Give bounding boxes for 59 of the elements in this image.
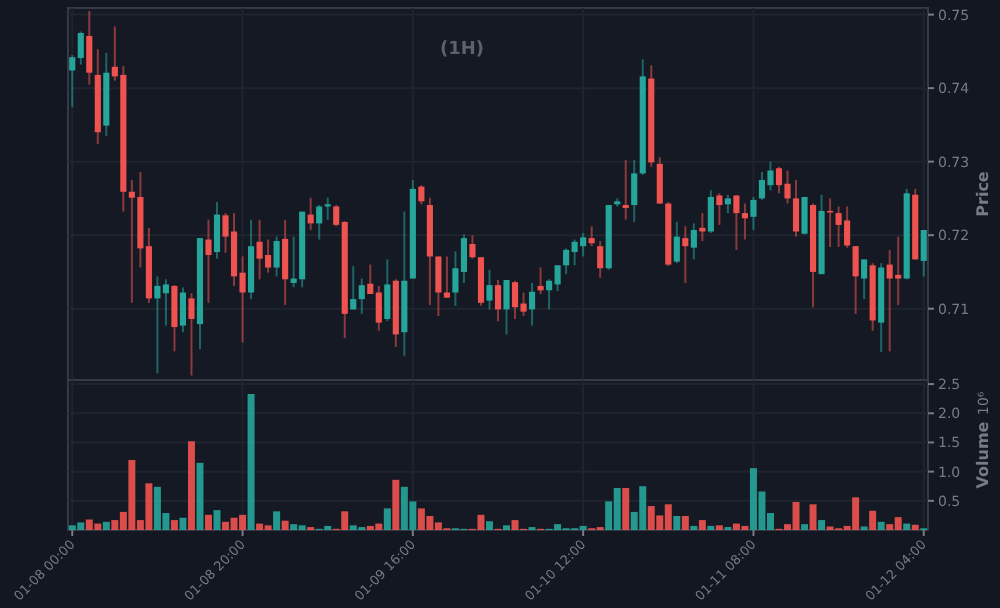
bar: [94, 523, 102, 530]
bar: [273, 511, 281, 530]
bar: [170, 520, 178, 530]
bar: [111, 520, 119, 530]
bar: [894, 517, 902, 530]
bar: [613, 487, 621, 530]
bar: [852, 497, 860, 530]
bar: [801, 524, 809, 530]
bar: [511, 520, 519, 530]
candlestick: [477, 256, 485, 307]
y-axis-title: Price: [974, 170, 992, 217]
bar: [256, 523, 264, 530]
bar: [196, 462, 204, 530]
bar: [392, 479, 400, 530]
bar: [153, 486, 161, 530]
text: (1H): [440, 40, 485, 60]
bar: [179, 517, 187, 530]
bar: [128, 459, 136, 530]
bar: [187, 441, 195, 530]
bar: [877, 521, 885, 530]
bar: [732, 523, 740, 530]
bar: [622, 487, 630, 530]
bar: [911, 524, 919, 530]
bar: [434, 522, 442, 530]
bar: [247, 394, 255, 530]
bar: [230, 517, 238, 530]
bar: [281, 520, 289, 530]
bar: [809, 504, 817, 530]
bar: [102, 521, 110, 530]
bar: [400, 486, 408, 530]
bar: [205, 514, 212, 530]
y-axis-title: Volume: [974, 420, 992, 489]
bar: [749, 468, 757, 530]
bar: [698, 520, 706, 530]
bar: [341, 511, 349, 530]
bar: [681, 515, 689, 530]
bar: [77, 522, 85, 530]
bar: [375, 523, 383, 530]
bar: [222, 521, 230, 530]
bar: [383, 508, 391, 530]
bar: [886, 524, 894, 530]
bar: [477, 514, 485, 530]
bar: [485, 521, 493, 530]
bar: [673, 515, 681, 530]
bar: [426, 515, 434, 530]
bar: [554, 524, 562, 530]
bar: [85, 519, 93, 530]
bar: [290, 524, 298, 530]
bar: [818, 520, 826, 530]
bar: [647, 506, 655, 530]
bar: [239, 514, 247, 530]
bar: [792, 501, 800, 530]
bar: [417, 508, 425, 530]
bar: [213, 510, 221, 530]
bar: [639, 486, 647, 530]
bar: [903, 523, 911, 530]
bar: [145, 483, 153, 530]
bar: [664, 504, 672, 530]
bar: [869, 510, 877, 530]
